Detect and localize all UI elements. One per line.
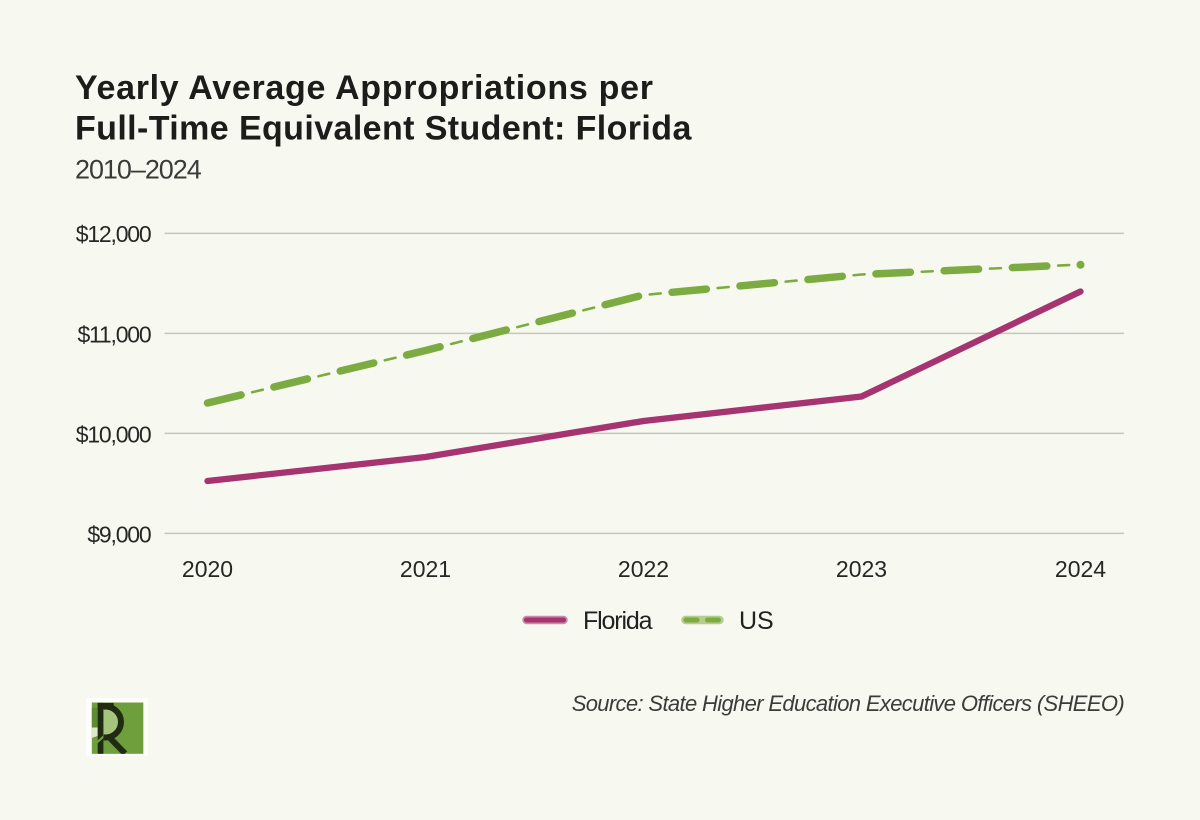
svg-text:$11,000: $11,000 <box>77 321 150 347</box>
svg-text:$12,000: $12,000 <box>76 221 151 247</box>
svg-text:Yearly Average Appropriations: Yearly Average Appropriations per <box>75 69 654 107</box>
svg-text:2020: 2020 <box>182 556 233 582</box>
svg-text:2010–2024: 2010–2024 <box>75 155 202 185</box>
svg-text:2023: 2023 <box>836 556 887 582</box>
svg-text:Full-Time Equivalent Student:: Full-Time Equivalent Student: Florida <box>75 110 692 148</box>
svg-text:Florida: Florida <box>583 607 653 635</box>
svg-text:$9,000: $9,000 <box>87 521 151 547</box>
svg-text:Source: State Higher Education: Source: State Higher Education Executive… <box>572 691 1125 716</box>
svg-text:$10,000: $10,000 <box>76 421 151 447</box>
svg-text:2024: 2024 <box>1055 556 1106 582</box>
svg-text:US: US <box>739 607 774 635</box>
svg-text:2021: 2021 <box>400 556 451 582</box>
svg-text:2022: 2022 <box>618 556 669 582</box>
